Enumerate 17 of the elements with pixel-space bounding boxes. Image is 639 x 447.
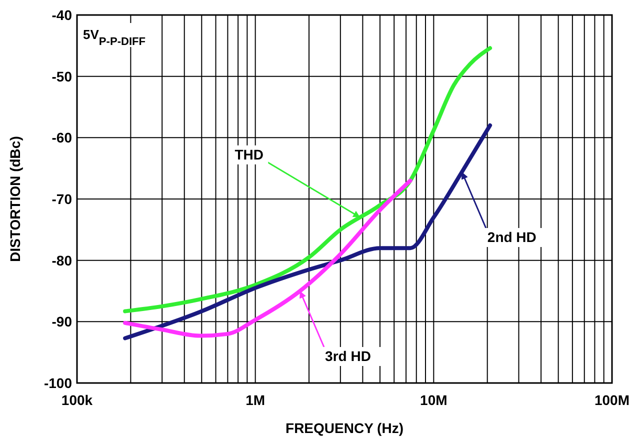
x-axis-title: FREQUENCY (Hz) — [286, 420, 404, 436]
x-tick-label: 1M — [246, 392, 266, 408]
x-tick-label: 10M — [420, 392, 448, 408]
annotation: 2nd HD — [487, 229, 536, 246]
y-tick-label: -100 — [44, 375, 72, 391]
annotation: 5V$_{P-P-DIFF}$ — [83, 27, 146, 48]
y-tick-label: -80 — [52, 252, 72, 268]
y-tick-label: -70 — [52, 191, 72, 207]
y-tick-label: -50 — [52, 68, 72, 84]
annotation: 3rd HD — [325, 348, 371, 364]
y-tick-label: -60 — [52, 130, 72, 146]
x-tick-label: 100M — [594, 392, 630, 408]
x-tick-label: 100k — [61, 392, 93, 408]
y-tick-label: -40 — [52, 7, 72, 23]
y-axis-title: DISTORTION (dBc) — [7, 136, 23, 262]
annotation: THD — [234, 146, 264, 162]
y-tick-label: -90 — [52, 314, 72, 330]
